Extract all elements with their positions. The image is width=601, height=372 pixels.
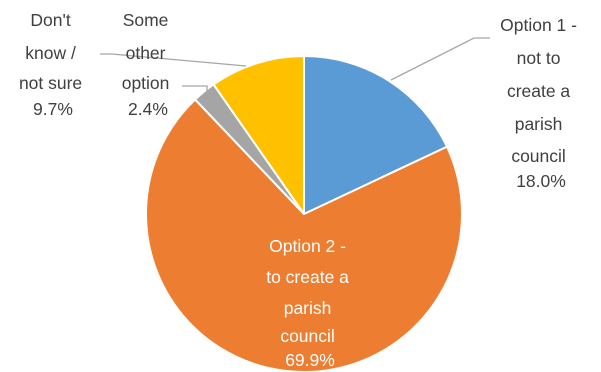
label-dont-know: Don't know / not sure 9.7%: [19, 10, 87, 119]
slice-option-1: [303, 55, 448, 215]
label-some-other: Some other option 2.4%: [122, 10, 175, 119]
leader-line-option-1: [390, 37, 490, 81]
slice-option-2: [145, 98, 463, 372]
pie-labels: Option 1 - not to create a parish counci…: [19, 10, 582, 370]
slice-dont-know: [212, 55, 305, 215]
leader-line-some-other: [182, 85, 208, 95]
leader-lines: [100, 37, 490, 95]
label-option-2: Option 2 - to create a parish council 69…: [266, 236, 354, 370]
label-option-1: Option 1 - not to create a parish counci…: [500, 15, 582, 191]
pie-slices: [145, 55, 463, 372]
leader-line-dont-know: [100, 53, 247, 67]
